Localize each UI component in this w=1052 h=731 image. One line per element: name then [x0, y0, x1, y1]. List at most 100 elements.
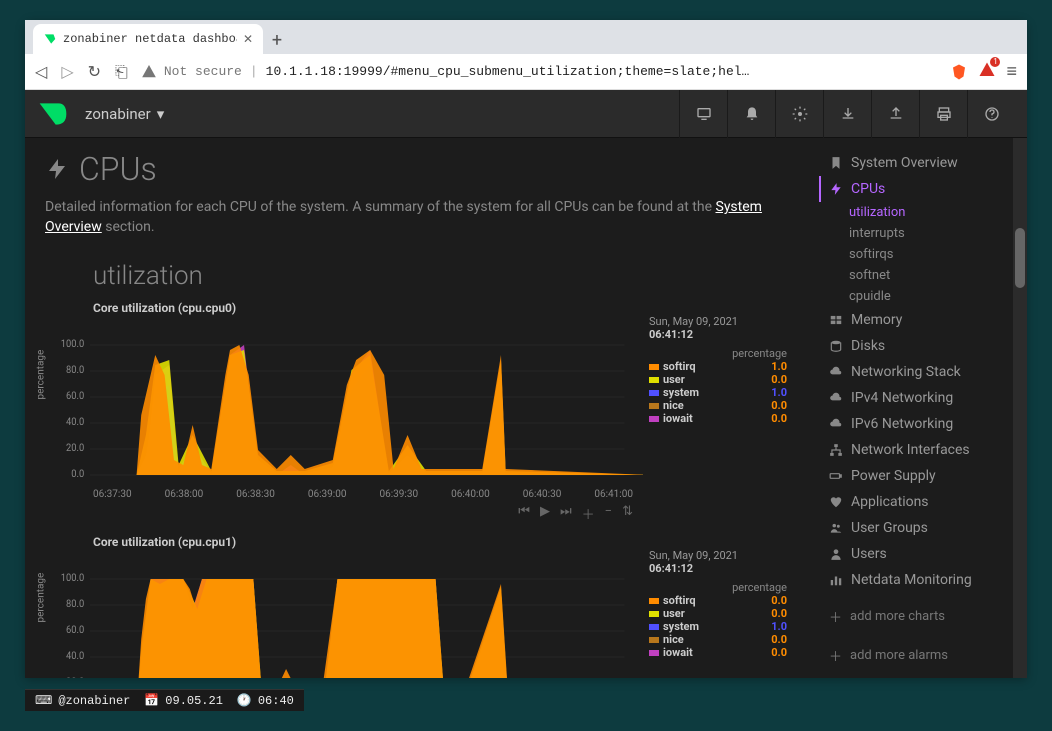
sidebar-item-system-overview[interactable]: System Overview — [821, 150, 1005, 176]
legend-row-system[interactable]: system1.0 — [649, 386, 787, 399]
sidebar-sub-utilization[interactable]: utilization — [821, 202, 1005, 223]
sidebar-item-label: Applications — [851, 494, 929, 510]
download-icon[interactable] — [823, 90, 871, 138]
legend-row-iowait[interactable]: iowait0.0 — [649, 412, 787, 425]
keyboard-icon: ⌨ — [35, 693, 52, 708]
tab-close-icon[interactable]: ✕ — [243, 32, 253, 47]
sidebar-item-ipv4-networking[interactable]: IPv4 Networking — [821, 385, 1005, 411]
status-user: ⌨@zonabiner — [35, 693, 130, 708]
extension-icon[interactable]: 1 — [978, 61, 996, 83]
xaxis-tick: 06:41:00 — [594, 489, 633, 500]
sidebar-item-applications[interactable]: Applications — [821, 489, 1005, 515]
legend-row-system[interactable]: system1.0 — [649, 620, 787, 633]
url-section[interactable]: Not secure | 10.1.1.18:19999/#menu_cpu_s… — [142, 64, 937, 79]
svg-text:0.0: 0.0 — [71, 469, 84, 480]
add-more-alarms[interactable]: ＋add more alarms — [821, 640, 1005, 671]
sidebar-item-label: System Overview — [851, 155, 958, 171]
help-icon[interactable] — [967, 90, 1015, 138]
url-separator: | — [250, 64, 258, 79]
bookmark-icon[interactable]: ⎗ — [115, 62, 128, 82]
legend-value: 0.0 — [771, 399, 787, 412]
sidebar-sub-cpuidle[interactable]: cpuidle — [821, 286, 1005, 307]
xaxis-tick: 06:39:00 — [308, 489, 347, 500]
legend-row-iowait[interactable]: iowait0.0 — [649, 646, 787, 659]
browser-tab[interactable]: zonabiner netdata dashboar ✕ — [33, 24, 263, 54]
sidebar-item-label: CPUs — [851, 181, 885, 197]
browser-menu-icon[interactable]: ≡ — [1006, 61, 1017, 82]
yaxis-label: percentage — [36, 572, 47, 622]
section-title: utilization — [93, 261, 793, 291]
sidebar-item-label: Networking Stack — [851, 364, 961, 380]
legend-swatch — [649, 416, 659, 422]
monitor-icon[interactable] — [679, 90, 727, 138]
alarm-bell-icon[interactable] — [727, 90, 775, 138]
address-bar-right: 1 ≡ — [950, 61, 1017, 83]
sidebar-item-cpus[interactable]: CPUs — [819, 176, 1005, 202]
sidebar-item-user-groups[interactable]: User Groups — [821, 515, 1005, 541]
chart-control-btn[interactable]: ⇅ — [622, 504, 633, 523]
legend-row-nice[interactable]: nice0.0 — [649, 399, 787, 412]
svg-text:60.0: 60.0 — [66, 625, 84, 636]
sidebar-sub-softnet[interactable]: softnet — [821, 265, 1005, 286]
brave-shield-icon[interactable] — [950, 63, 968, 81]
reload-button[interactable]: ↻ — [88, 62, 101, 81]
chart-control-btn[interactable]: − — [605, 504, 612, 523]
chart-control-btn[interactable]: ⏭ — [560, 504, 572, 523]
upload-icon[interactable] — [871, 90, 919, 138]
sidebar-item-netdata-monitoring[interactable]: Netdata Monitoring — [821, 567, 1005, 593]
sidebar-item-users[interactable]: Users — [821, 541, 1005, 567]
legend-swatch — [649, 637, 659, 643]
chart-control-btn[interactable]: ▶ — [540, 504, 550, 523]
add-more-charts[interactable]: ＋add more charts — [821, 601, 1005, 632]
hostname-dropdown[interactable]: zonabiner ▾ — [85, 105, 164, 123]
sidebar-item-ipv6-networking[interactable]: IPv6 Networking — [821, 411, 1005, 437]
chart-controls: ⏮ ▶ ⏭ ＋−⇅ — [45, 500, 643, 523]
add-charts-label: add more charts — [850, 609, 945, 624]
new-tab-button[interactable]: + — [263, 26, 291, 54]
sidebar-item-memory[interactable]: Memory — [821, 307, 1005, 333]
hostname-label: zonabiner — [85, 105, 151, 123]
sidebar-item-disks[interactable]: Disks — [821, 333, 1005, 359]
topbar-actions — [679, 90, 1015, 138]
sidebar-item-label: Users — [851, 546, 887, 562]
svg-text:20.0: 20.0 — [66, 443, 84, 454]
sidebar-item-label: Power Supply — [851, 468, 936, 484]
print-icon[interactable] — [919, 90, 967, 138]
settings-gear-icon[interactable] — [775, 90, 823, 138]
sidebar-item-networking-stack[interactable]: Networking Stack — [821, 359, 1005, 385]
sidebar-item-label: IPv6 Networking — [851, 416, 953, 432]
legend-row-user[interactable]: user0.0 — [649, 607, 787, 620]
legend-value: 0.0 — [771, 633, 787, 646]
sidebar-item-label: Network Interfaces — [851, 442, 970, 458]
scroll-thumb[interactable] — [1015, 228, 1025, 288]
sidebar-sub-softirqs[interactable]: softirqs — [821, 244, 1005, 265]
back-button[interactable]: ◁ — [35, 62, 47, 81]
legend-row-softirq[interactable]: softirq0.0 — [649, 594, 787, 607]
desktop-statusbar: ⌨@zonabiner 📅09.05.21 🕐06:40 — [25, 689, 304, 711]
sidebar-item-network-interfaces[interactable]: Network Interfaces — [821, 437, 1005, 463]
sidebar-item-power-supply[interactable]: Power Supply — [821, 463, 1005, 489]
legend-value: 0.0 — [771, 594, 787, 607]
legend-value: 1.0 — [771, 620, 787, 633]
svg-text:80.0: 80.0 — [66, 599, 84, 610]
xaxis-tick: 06:39:30 — [380, 489, 419, 500]
chart-svg: 100.080.060.040.020.00.0 — [45, 549, 643, 678]
sidebar-item-label: IPv4 Networking — [851, 390, 953, 406]
chart-control-btn[interactable]: ＋ — [582, 504, 595, 523]
legend-row-nice[interactable]: nice0.0 — [649, 633, 787, 646]
add-alarms-label: add more alarms — [850, 648, 948, 663]
legend-row-softirq[interactable]: softirq1.0 — [649, 360, 787, 373]
chart-legend: Sun, May 09, 202106:41:12percentagesofti… — [643, 315, 793, 523]
svg-text:40.0: 40.0 — [66, 417, 84, 428]
legend-row-user[interactable]: user0.0 — [649, 373, 787, 386]
calendar-icon: 📅 — [144, 693, 159, 708]
chart-area[interactable]: percentage100.080.060.040.020.00.006:37:… — [45, 315, 643, 523]
forward-button[interactable]: ▷ — [61, 62, 73, 81]
chart-control-btn[interactable]: ⏮ — [518, 504, 530, 523]
chart-svg: 100.080.060.040.020.00.0 — [45, 315, 643, 485]
chart-area[interactable]: percentage100.080.060.040.020.00.006:37:… — [45, 549, 643, 678]
sidebar-sub-interrupts[interactable]: interrupts — [821, 223, 1005, 244]
scrollbar[interactable] — [1013, 138, 1027, 678]
legend-value: 1.0 — [771, 360, 787, 373]
app-topbar: zonabiner ▾ — [25, 90, 1027, 138]
